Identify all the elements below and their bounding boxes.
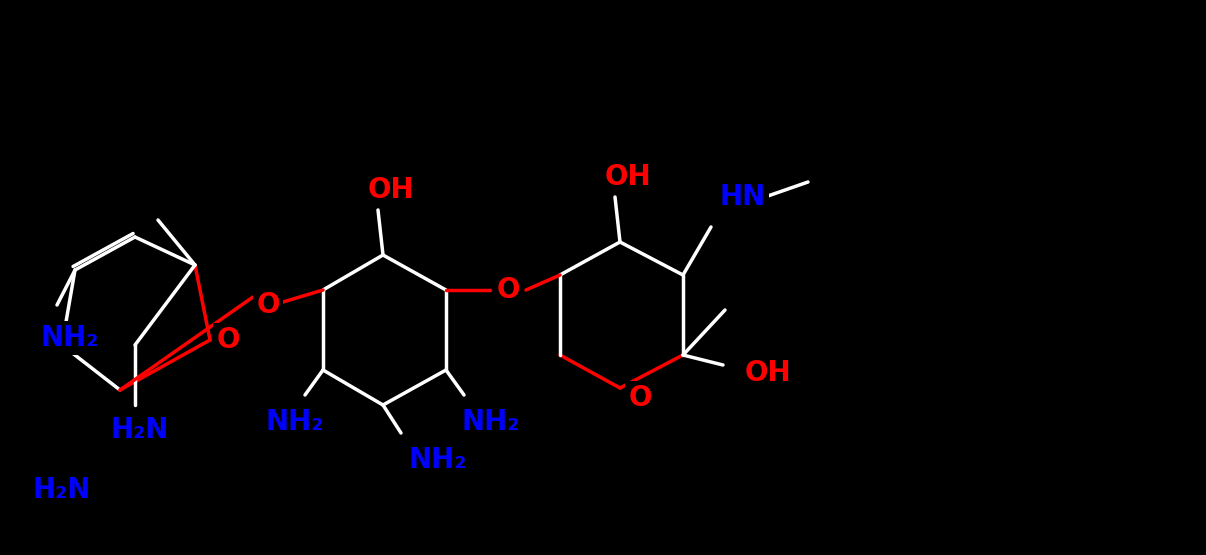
Text: OH: OH <box>604 163 651 191</box>
Text: NH₂: NH₂ <box>409 446 467 474</box>
Text: H₂N: H₂N <box>111 416 169 444</box>
Text: OH: OH <box>368 176 415 204</box>
Text: O: O <box>496 276 520 304</box>
Text: O: O <box>256 291 280 319</box>
Text: H₂N: H₂N <box>33 476 92 504</box>
Text: O: O <box>628 384 651 412</box>
Text: NH₂: NH₂ <box>41 324 99 352</box>
Text: HN: HN <box>720 183 766 211</box>
Text: NH₂: NH₂ <box>265 408 324 436</box>
Text: NH₂: NH₂ <box>462 408 520 436</box>
Text: OH: OH <box>744 359 791 387</box>
Text: O: O <box>216 326 240 354</box>
